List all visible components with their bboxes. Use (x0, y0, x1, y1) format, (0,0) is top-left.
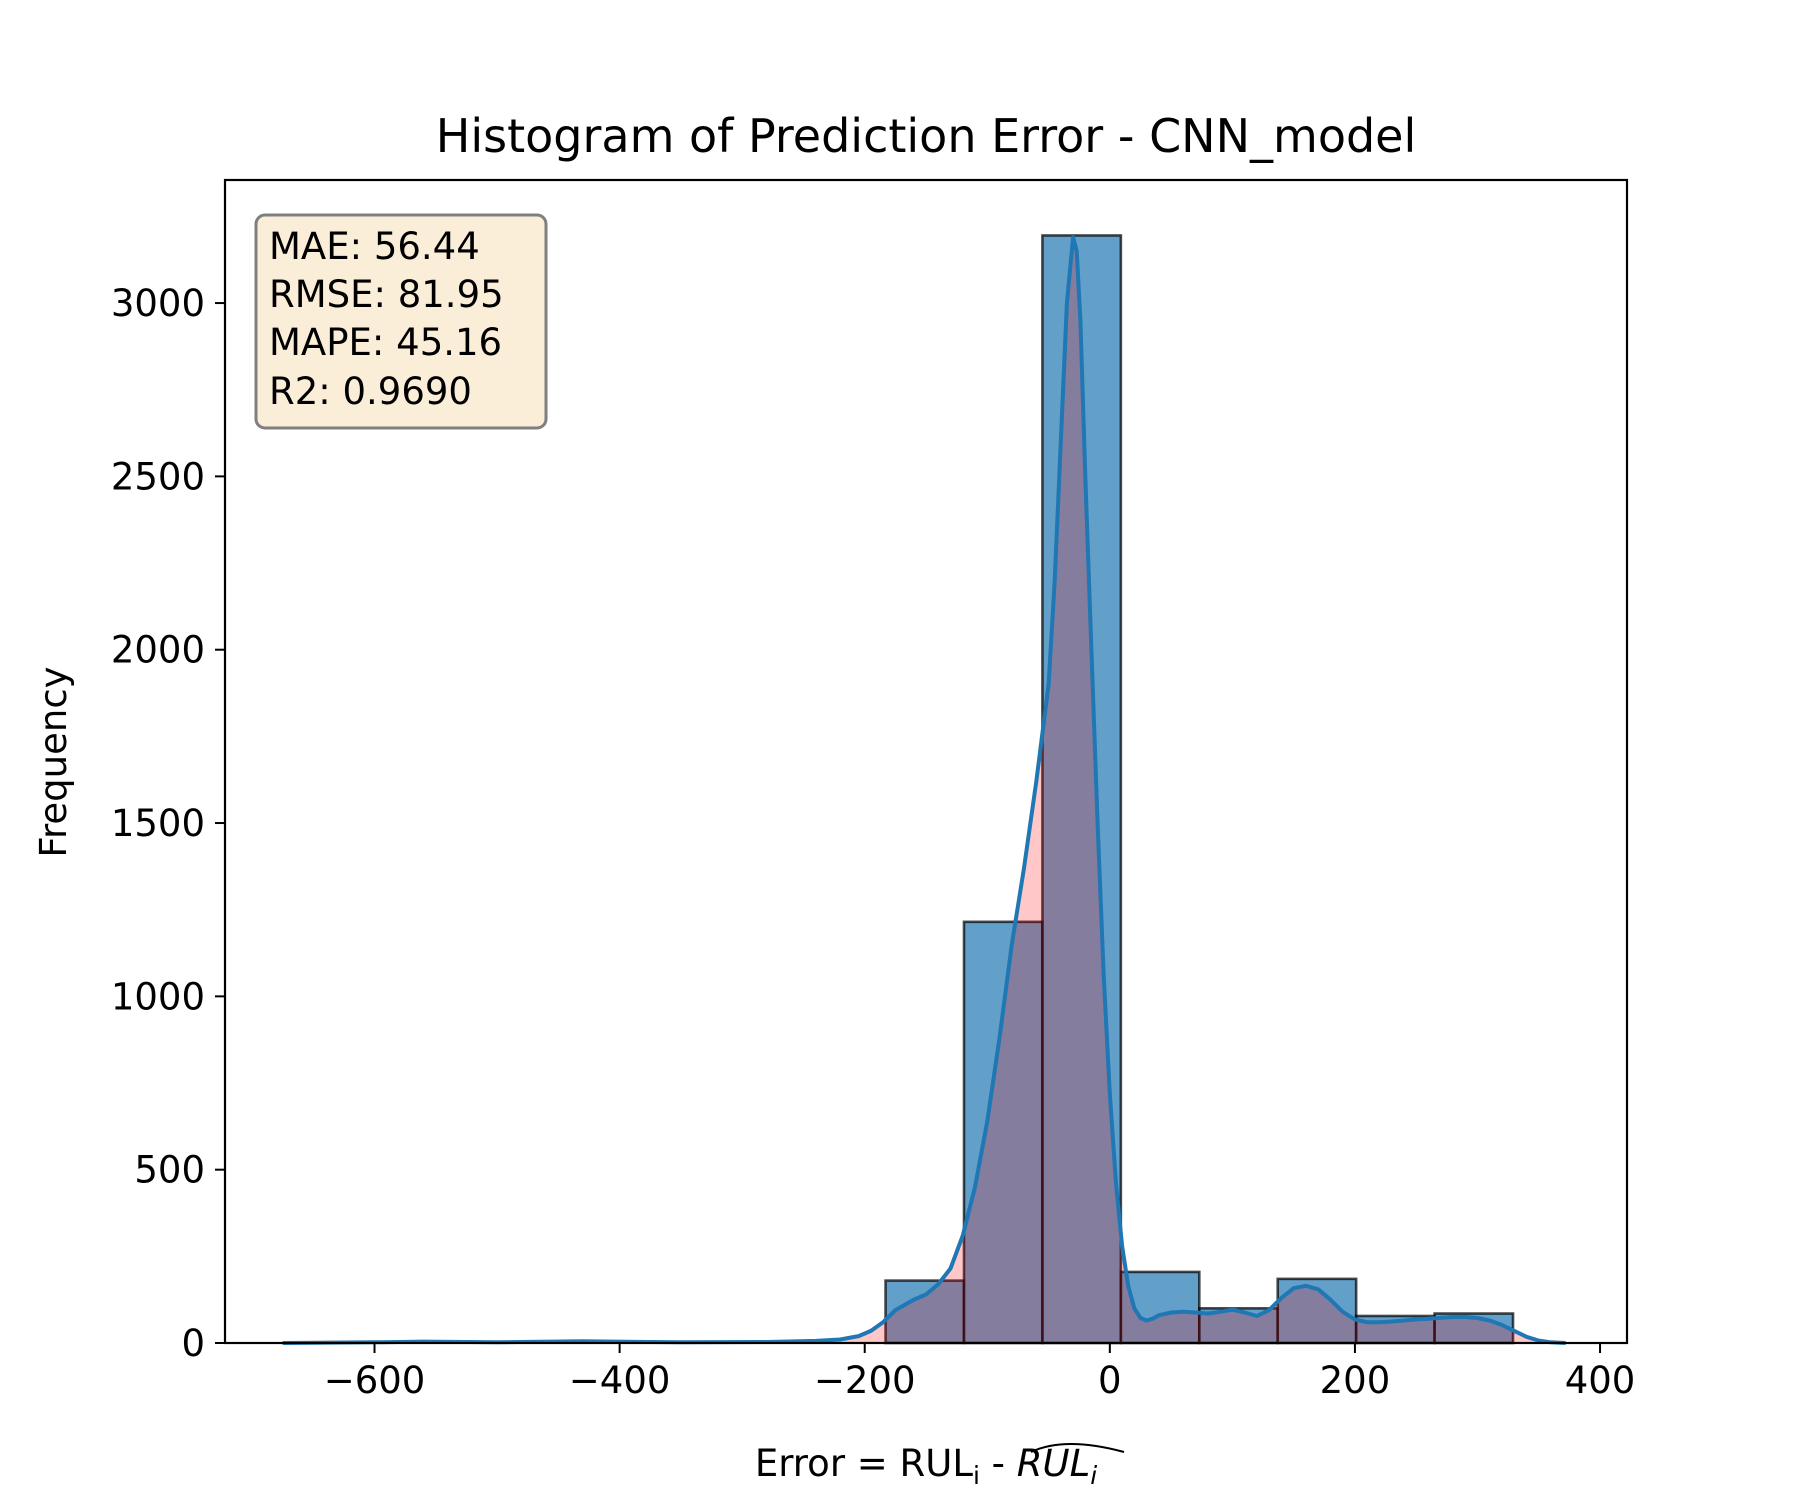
histogram-bar (884, 1279, 966, 1345)
x-tick-label: 0 (1098, 1359, 1122, 1402)
x-axis-label-hat (1030, 1443, 1125, 1453)
stats-box: MAE: 56.44 RMSE: 81.95 MAPE: 45.16 R2: 0… (254, 213, 548, 430)
y-tick-label: 1500 (111, 802, 205, 845)
stats-mae: MAE: 56.44 (269, 225, 480, 268)
x-axis: −600 −400 −200 0 200 400 (324, 1343, 1636, 1402)
x-tick-label: 200 (1320, 1359, 1391, 1402)
axes-frame (223, 178, 1629, 1345)
y-tick-label: 0 (181, 1322, 205, 1365)
y-axis: 0 500 1000 1500 2000 2500 3000 (111, 282, 225, 1365)
stats-mape: MAPE: 45.16 (269, 321, 502, 364)
x-axis-label: Error = RULi - RULi (755, 1442, 1097, 1490)
y-tick-label: 500 (134, 1149, 205, 1192)
stats-r2: R2: 0.9690 (269, 370, 472, 413)
x-tick-label: −600 (324, 1359, 426, 1402)
histogram-bar (962, 920, 1044, 1345)
plot-area (282, 234, 1566, 1345)
kde-line (282, 235, 1566, 1345)
y-tick-label: 3000 (111, 282, 205, 325)
stats-rmse: RMSE: 81.95 (269, 273, 504, 316)
y-axis-label: Frequency (32, 666, 75, 857)
y-tick-label: 2500 (111, 455, 205, 498)
y-tick-label: 2000 (111, 629, 205, 672)
y-tick-label: 1000 (111, 975, 205, 1018)
stats-box-background (254, 213, 548, 430)
x-tick-label: 400 (1565, 1359, 1636, 1402)
x-tick-label: −400 (569, 1359, 671, 1402)
chart-title: Histogram of Prediction Error - CNN_mode… (436, 109, 1417, 163)
x-tick-label: −200 (814, 1359, 916, 1402)
